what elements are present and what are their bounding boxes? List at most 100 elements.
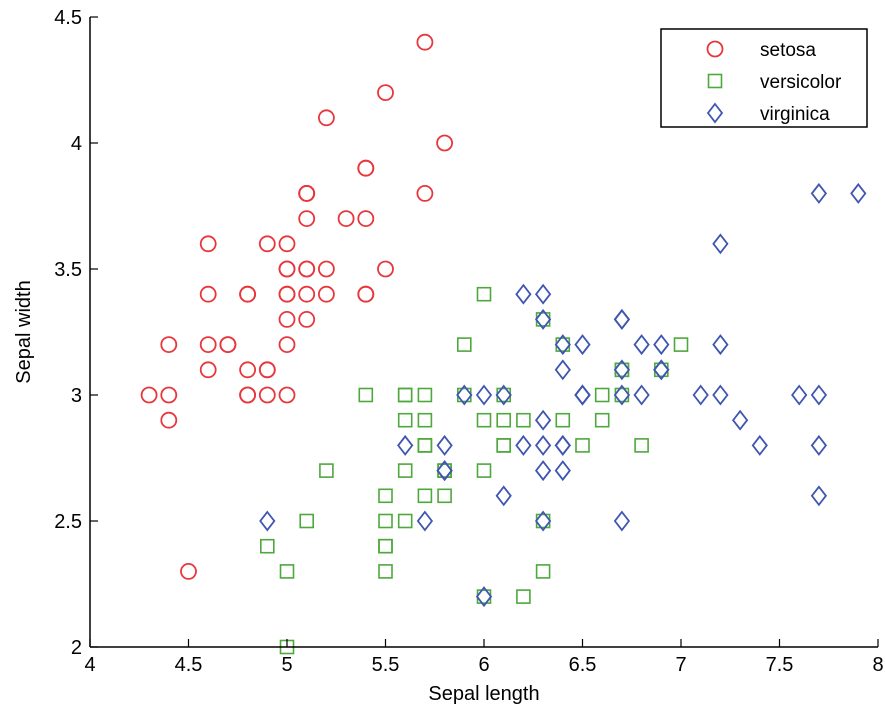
setosa-point [278,386,296,404]
setosa-point [298,184,316,202]
setosa-point [160,411,178,429]
setosa-point [278,285,296,303]
legend-label-virginica: virginica [760,104,830,125]
virginica-point [574,334,591,356]
virginica-point [810,485,828,507]
virginica-point [416,510,434,532]
legend-marker-versicolor [707,73,723,89]
virginica-point [692,384,709,406]
series-virginica [259,182,867,608]
setosa-point [436,134,454,152]
setosa-point [278,235,296,253]
virginica-point [653,334,670,356]
x-tick-label: 6 [478,654,489,676]
virginica-point [397,434,414,456]
versicolor-point [397,387,413,403]
versicolor-point [259,538,275,554]
virginica-point [554,460,571,482]
versicolor-point [397,513,413,529]
versicolor-point [594,412,610,428]
setosa-point [337,210,355,228]
setosa-point [199,235,217,253]
x-tick-label: 4.5 [175,654,203,676]
y-tick-label: 2.5 [54,511,82,533]
y-tick-label: 4 [71,133,82,155]
setosa-point [239,386,257,404]
setosa-point [357,285,375,303]
setosa-point [258,235,276,253]
virginica-point [712,233,729,255]
virginica-point [456,384,473,406]
setosa-point [317,109,335,127]
series-setosa [140,33,454,580]
series-versicolor [259,286,689,655]
versicolor-point [673,337,689,352]
versicolor-point [417,488,433,504]
virginica-point [751,434,768,456]
versicolor-point [496,412,512,428]
versicolor-point [476,412,492,428]
versicolor-point [397,412,413,428]
virginica-point [534,283,552,305]
versicolor-point [496,438,512,453]
versicolor-point [555,412,571,428]
x-tick-label: 7 [675,654,686,676]
x-tick-label: 4 [84,654,95,676]
versicolor-point [476,286,492,302]
virginica-point [495,485,512,507]
setosa-point [258,386,276,404]
setosa-point [298,210,316,228]
virginica-point [613,308,631,330]
versicolor-point [378,564,393,579]
setosa-point [357,210,375,228]
versicolor-point [378,538,393,554]
setosa-point [258,361,276,379]
x-tick-label: 7.5 [766,654,794,676]
axes: 4 4.5 5 5.5 6 6.5 7 7.5 8 2 2.5 3 3.5 4 4.5 Sepal lengt… [13,7,884,705]
virginica-point [534,434,552,456]
setosa-point [357,159,375,177]
virginica-point [613,308,631,330]
x-tick-label: 8 [872,654,883,676]
virginica-point [574,384,591,406]
virginica-point [633,384,650,406]
versicolor-point [417,412,433,428]
legend-box [660,28,868,128]
virginica-point [534,510,552,532]
virginica-point [515,283,532,305]
setosa-point [278,336,296,354]
x-tick-label: 5 [281,654,292,676]
virginica-point [791,384,808,406]
setosa-point [298,285,316,303]
x-tick-label: 6.5 [569,654,597,676]
virginica-point [534,409,552,431]
legend-item-virginica: virginica [706,102,830,125]
versicolor-point [417,438,433,453]
legend-label-versicolor: versicolor [760,72,842,93]
versicolor-point [358,387,374,403]
setosa-point [317,260,335,278]
setosa-point [199,285,217,303]
virginica-point [554,434,571,456]
virginica-point [554,434,571,456]
y-tick-label: 3 [71,385,82,407]
versicolor-point [575,438,590,453]
versicolor-point [299,513,315,529]
virginica-point [475,586,493,608]
virginica-point [810,384,828,406]
setosa-point [377,84,394,101]
versicolor-point [319,463,334,478]
y-tick-label: 3.5 [54,259,82,281]
x-axis-label: Sepal length [428,683,539,705]
legend-marker-virginica [706,102,724,124]
virginica-point [613,510,631,532]
virginica-point [712,334,729,356]
virginica-point [574,384,591,406]
setosa-point [140,386,158,404]
virginica-point [259,510,276,532]
virginica-point [534,308,552,330]
versicolor-point [417,387,433,403]
versicolor-point [279,564,295,579]
virginica-point [495,384,512,406]
